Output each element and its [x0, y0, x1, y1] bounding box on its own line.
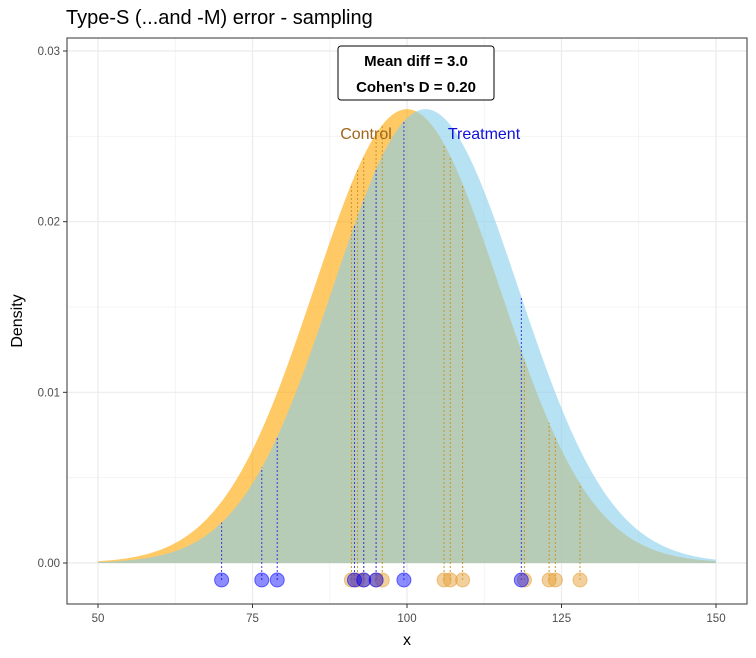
annotation-line: Mean diff = 3.0 — [364, 53, 468, 70]
sample-point-control — [547, 572, 563, 588]
annotation-line: Cohen's D = 0.20 — [356, 79, 476, 96]
sample-point-control — [572, 572, 588, 588]
y-tick-label: 0.02 — [38, 217, 60, 229]
sample-point-treatment — [513, 572, 529, 588]
x-tick-label: 100 — [397, 613, 416, 625]
x-axis-title: x — [403, 632, 411, 649]
sample-point-control — [455, 572, 471, 588]
y-axis-title: Density — [9, 294, 26, 347]
x-tick-label: 125 — [552, 613, 571, 625]
sample-point-treatment — [396, 572, 412, 588]
axes: 50 75 100 125 150 0.00 0.01 0.02 0.03 — [38, 46, 726, 625]
y-tick-label: 0.00 — [38, 558, 60, 570]
annotation-box: Mean diff = 3.0 Cohen's D = 0.20 — [337, 45, 495, 101]
sample-point-treatment — [214, 572, 230, 588]
sample-points — [214, 572, 588, 588]
density-areas — [98, 109, 716, 563]
series-label-control: Control — [340, 126, 392, 143]
y-tick-label: 0.01 — [38, 387, 60, 399]
sample-point-treatment — [356, 572, 372, 588]
annotation-frame — [337, 45, 495, 101]
x-tick-label: 50 — [92, 613, 105, 625]
series-labels: Control Treatment — [340, 126, 521, 143]
sample-point-treatment — [269, 572, 285, 588]
sample-point-control — [374, 572, 390, 588]
sample-point-treatment — [368, 572, 384, 588]
series-label-treatment: Treatment — [448, 126, 521, 143]
x-tick-label: 75 — [246, 613, 259, 625]
y-tick-label: 0.03 — [38, 46, 60, 58]
sample-drop-lines — [221, 121, 581, 580]
x-tick-label: 150 — [706, 613, 725, 625]
density-area-treatment — [98, 109, 716, 563]
chart-title: Type-S (...and -M) error - sampling — [66, 7, 373, 29]
sample-point-treatment — [254, 572, 270, 588]
